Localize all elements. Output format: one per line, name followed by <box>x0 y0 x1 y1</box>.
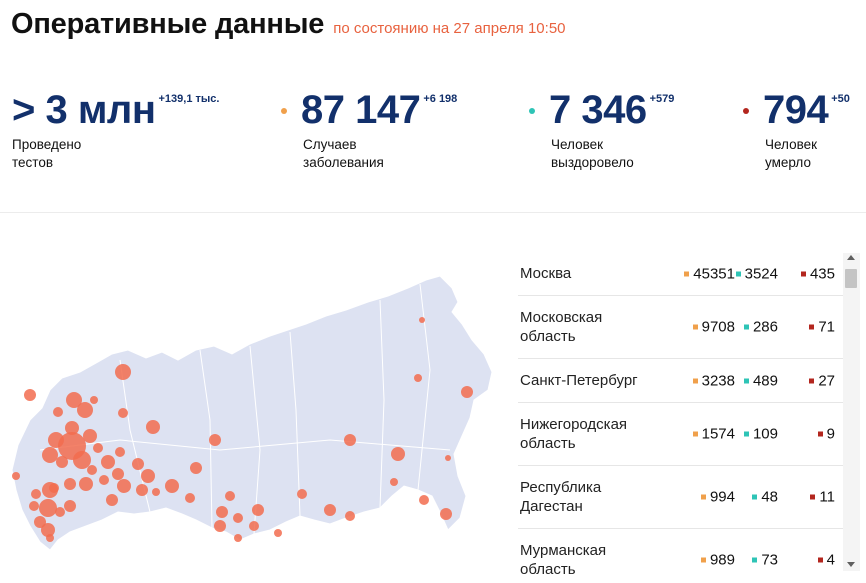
region-name: Москва <box>520 265 572 282</box>
deaths-marker-icon <box>817 431 823 437</box>
deaths-cell: 4 <box>817 552 835 569</box>
stat-label: Проведено тестов <box>12 137 82 170</box>
cases-marker-icon <box>692 378 698 383</box>
recovered-cell: 73 <box>752 552 778 569</box>
recovered-marker-icon <box>735 271 741 276</box>
deaths-marker-icon <box>800 271 806 276</box>
region-name: Нижегородская область <box>520 416 628 452</box>
cases-cell: 9708 <box>692 319 735 336</box>
table-row[interactable]: Москва 45351 3524 435 <box>518 252 843 296</box>
deaths-cell: 9 <box>817 426 835 443</box>
stat-delta: +579 <box>649 93 675 105</box>
stat-value: 794 <box>763 88 829 132</box>
region-name: Московская область <box>520 309 603 345</box>
region-name: Республика Дагестан <box>520 479 602 515</box>
cases-cell: 1574 <box>692 426 735 443</box>
recovered-cell: 489 <box>743 372 778 389</box>
stat-delta: +139,1 тыс. <box>158 93 220 105</box>
stat-value: 7 346 <box>549 88 647 132</box>
regions-table[interactable]: Москва 45351 3524 435 Московская область… <box>518 252 843 583</box>
deaths-marker-icon <box>809 324 815 330</box>
deaths-cell: 71 <box>809 319 835 336</box>
cases-marker-icon <box>684 271 690 276</box>
recovered-marker-icon <box>743 324 749 330</box>
table-scrollbar[interactable] <box>843 253 860 571</box>
region-name: Санкт-Петербург <box>520 372 638 389</box>
triangle-down-icon[interactable] <box>847 562 855 567</box>
deaths-cell: 435 <box>800 265 835 282</box>
map-territory <box>11 275 493 551</box>
cases-cell: 45351 <box>684 265 735 282</box>
stat-tests: > 3 млн +139,1 тыс. Проведено тестов <box>12 88 219 172</box>
stat-cases: 87 147 +6 198 Случаев заболевания <box>281 88 457 172</box>
cases-cell: 3238 <box>692 372 735 389</box>
table-row[interactable]: Московская область 9708 286 71 <box>518 296 843 359</box>
scrollbar-thumb[interactable] <box>845 269 857 288</box>
cases-marker-icon <box>700 494 706 500</box>
cases-marker-icon <box>692 431 698 437</box>
triangle-up-icon[interactable] <box>847 255 855 260</box>
recovered-marker-icon <box>752 557 758 563</box>
stat-recovered: 7 346 +579 Человек выздоровело <box>529 88 674 172</box>
deaths-marker-icon <box>809 378 815 383</box>
case-bubbles <box>12 317 473 542</box>
section-divider <box>0 212 866 213</box>
deaths-dot-icon <box>743 108 749 114</box>
recovered-cell: 48 <box>752 489 778 506</box>
table-row[interactable]: Нижегородская область 1574 109 9 <box>518 403 843 466</box>
page-header: Оперативные данные по состоянию на 27 ап… <box>11 8 566 41</box>
page-title: Оперативные данные <box>11 8 325 40</box>
russia-map[interactable] <box>0 250 500 583</box>
cases-cell: 989 <box>700 552 735 569</box>
cases-cell: 994 <box>700 489 735 506</box>
cases-marker-icon <box>692 324 698 330</box>
table-row[interactable]: Мурманская область 989 73 4 <box>518 529 843 583</box>
deaths-marker-icon <box>817 557 823 563</box>
stat-label: Человек выздоровело <box>551 137 634 170</box>
deaths-marker-icon <box>810 494 816 500</box>
region-name: Мурманская область <box>520 542 607 578</box>
deaths-cell: 27 <box>809 372 835 389</box>
table-row[interactable]: Республика Дагестан 994 48 11 <box>518 466 843 529</box>
recovered-marker-icon <box>743 431 749 437</box>
stat-label: Случаев заболевания <box>303 137 384 170</box>
recovered-dot-icon <box>529 108 535 114</box>
recovered-cell: 109 <box>743 426 778 443</box>
table-row[interactable]: Санкт-Петербург 3238 489 27 <box>518 359 843 403</box>
stat-deaths: 794 +50 Человек умерло <box>743 88 866 172</box>
stat-value: 87 147 <box>301 88 421 132</box>
stat-delta: +50 <box>831 93 850 105</box>
cases-marker-icon <box>700 557 706 563</box>
deaths-cell: 11 <box>810 489 835 506</box>
stat-label: Человек умерло <box>765 137 818 170</box>
recovered-cell: 3524 <box>735 265 778 282</box>
cases-dot-icon <box>281 108 287 114</box>
page-subtitle: по состоянию на 27 апреля 10:50 <box>333 20 566 37</box>
recovered-marker-icon <box>752 494 758 500</box>
recovered-marker-icon <box>743 378 749 383</box>
stat-value: > 3 млн <box>12 88 156 132</box>
stat-delta: +6 198 <box>423 93 458 105</box>
recovered-cell: 286 <box>743 319 778 336</box>
